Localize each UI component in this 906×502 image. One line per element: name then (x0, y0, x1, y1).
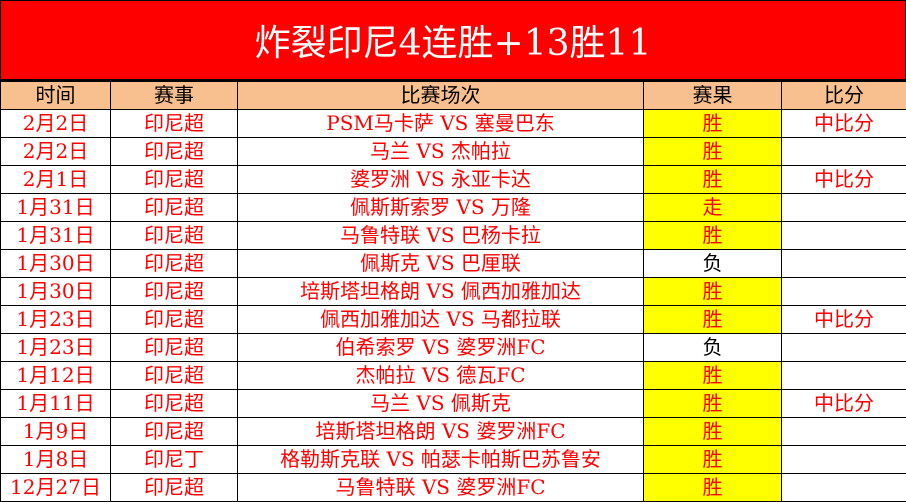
match-cell: 马兰 VS 杰帕拉 (238, 138, 644, 166)
league-cell: 印尼超 (111, 138, 238, 166)
score-cell: 中比分 (782, 110, 906, 138)
date-cell: 2月2日 (1, 110, 111, 138)
table-row: 2月1日印尼超婆罗洲 VS 永亚卡达胜中比分 (1, 166, 906, 194)
league-cell: 印尼超 (111, 166, 238, 194)
score-cell (782, 194, 906, 222)
score-cell: 中比分 (782, 306, 906, 334)
league-cell: 印尼超 (111, 362, 238, 390)
result-cell: 负 (644, 334, 782, 362)
league-cell: 印尼超 (111, 278, 238, 306)
date-cell: 1月11日 (1, 390, 111, 418)
league-cell: 印尼超 (111, 334, 238, 362)
match-cell: 佩西加雅加达 VS 马都拉联 (238, 306, 644, 334)
score-cell: 中比分 (782, 166, 906, 194)
header-result: 赛果 (644, 82, 782, 110)
match-cell: 马鲁特联 VS 婆罗洲FC (238, 474, 644, 502)
score-cell (782, 334, 906, 362)
match-cell: 马兰 VS 佩斯克 (238, 390, 644, 418)
result-cell: 胜 (644, 474, 782, 502)
date-cell: 2月1日 (1, 166, 111, 194)
date-cell: 1月30日 (1, 278, 111, 306)
match-cell: 婆罗洲 VS 永亚卡达 (238, 166, 644, 194)
score-cell (782, 474, 906, 502)
header-score: 比分 (782, 82, 906, 110)
result-cell: 负 (644, 250, 782, 278)
league-cell: 印尼超 (111, 418, 238, 446)
league-cell: 印尼超 (111, 306, 238, 334)
league-cell: 印尼超 (111, 110, 238, 138)
score-cell (782, 250, 906, 278)
match-cell: 格勒斯克联 VS 帕瑟卡帕斯巴苏鲁安 (238, 446, 644, 474)
score-cell (782, 138, 906, 166)
date-cell: 1月8日 (1, 446, 111, 474)
match-cell: 杰帕拉 VS 德瓦FC (238, 362, 644, 390)
result-cell: 胜 (644, 306, 782, 334)
match-cell: 马鲁特联 VS 巴杨卡拉 (238, 222, 644, 250)
result-cell: 走 (644, 194, 782, 222)
header-league: 赛事 (111, 82, 238, 110)
date-cell: 1月9日 (1, 418, 111, 446)
league-cell: 印尼超 (111, 194, 238, 222)
match-cell: 培斯塔坦格朗 VS 佩西加雅加达 (238, 278, 644, 306)
score-cell (782, 278, 906, 306)
result-cell: 胜 (644, 362, 782, 390)
match-cell: 培斯塔坦格朗 VS 婆罗洲FC (238, 418, 644, 446)
match-cell: 佩斯斯索罗 VS 万隆 (238, 194, 644, 222)
header-match: 比赛场次 (238, 82, 644, 110)
table-row: 1月30日印尼超佩斯克 VS 巴厘联负 (1, 250, 906, 278)
score-cell: 中比分 (782, 390, 906, 418)
score-cell (782, 362, 906, 390)
table-row: 1月11日印尼超马兰 VS 佩斯克胜中比分 (1, 390, 906, 418)
table-row: 2月2日印尼超马兰 VS 杰帕拉胜 (1, 138, 906, 166)
table-row: 1月30日印尼超培斯塔坦格朗 VS 佩西加雅加达胜 (1, 278, 906, 306)
table-row: 1月23日印尼超佩西加雅加达 VS 马都拉联胜中比分 (1, 306, 906, 334)
league-cell: 印尼超 (111, 222, 238, 250)
page-title: 炸裂印尼4连胜+13胜11 (0, 0, 906, 81)
match-cell: PSM马卡萨 VS 塞曼巴东 (238, 110, 644, 138)
table-header: 时间 赛事 比赛场次 赛果 比分 (1, 82, 906, 110)
league-cell: 印尼丁 (111, 446, 238, 474)
date-cell: 1月30日 (1, 250, 111, 278)
date-cell: 1月12日 (1, 362, 111, 390)
result-cell: 胜 (644, 138, 782, 166)
table-row: 1月31日印尼超马鲁特联 VS 巴杨卡拉胜 (1, 222, 906, 250)
result-cell: 胜 (644, 446, 782, 474)
result-cell: 胜 (644, 222, 782, 250)
result-cell: 胜 (644, 390, 782, 418)
date-cell: 1月23日 (1, 306, 111, 334)
league-cell: 印尼超 (111, 250, 238, 278)
league-cell: 印尼超 (111, 474, 238, 502)
match-cell: 佩斯克 VS 巴厘联 (238, 250, 644, 278)
date-cell: 1月31日 (1, 194, 111, 222)
score-cell (782, 446, 906, 474)
date-cell: 12月27日 (1, 474, 111, 502)
result-cell: 胜 (644, 110, 782, 138)
league-cell: 印尼超 (111, 390, 238, 418)
table-row: 1月31日印尼超佩斯斯索罗 VS 万隆走 (1, 194, 906, 222)
table-row: 1月8日印尼丁格勒斯克联 VS 帕瑟卡帕斯巴苏鲁安胜 (1, 446, 906, 474)
header-date: 时间 (1, 82, 111, 110)
match-cell: 伯希索罗 VS 婆罗洲FC (238, 334, 644, 362)
result-cell: 胜 (644, 418, 782, 446)
result-cell: 胜 (644, 166, 782, 194)
date-cell: 1月31日 (1, 222, 111, 250)
score-cell (782, 418, 906, 446)
date-cell: 1月23日 (1, 334, 111, 362)
date-cell: 2月2日 (1, 138, 111, 166)
score-cell (782, 222, 906, 250)
result-cell: 胜 (644, 278, 782, 306)
